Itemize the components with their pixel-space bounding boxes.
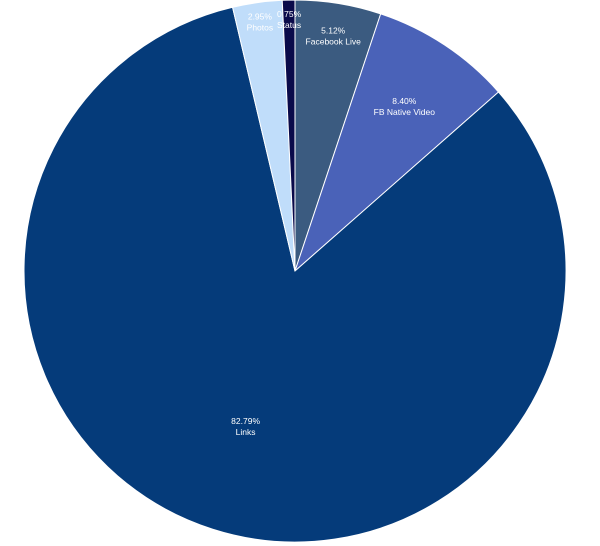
slice-value-label: 8.40% — [392, 96, 417, 106]
slice-name-label: FB Native Video — [374, 107, 436, 117]
slice-value-label: 2.95% — [248, 11, 273, 21]
slice-value-label: 0.75% — [277, 9, 302, 19]
slice-value-label: 82.79% — [231, 416, 260, 426]
slice-name-label: Facebook Live — [306, 37, 362, 47]
pie-slices — [23, 0, 567, 543]
slice-name-label: Photos — [247, 22, 273, 32]
pie-slice-fb-native-video — [293, 13, 500, 273]
slice-name-label: Status — [277, 20, 301, 30]
slice-name-label: Links — [236, 427, 256, 437]
pie-labels: 5.12%Facebook Live 8.40%FB Native Video 82… — [231, 9, 435, 437]
pie-slice-links — [23, 6, 567, 543]
pie-slice-status — [281, 0, 296, 272]
slice-value-label: 5.12% — [321, 26, 346, 36]
